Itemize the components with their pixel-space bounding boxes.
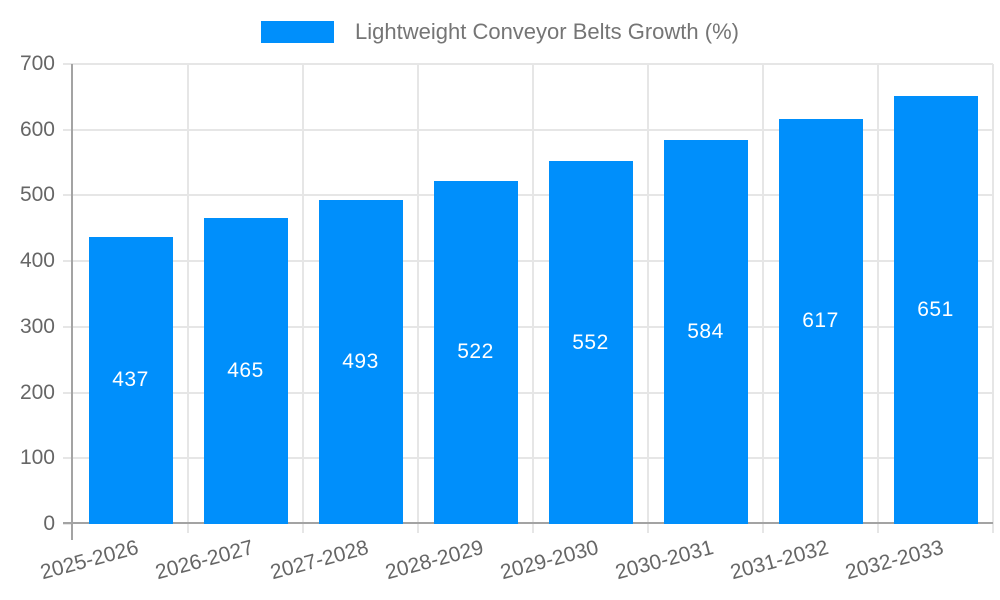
v-gridline xyxy=(877,64,879,533)
bar-2030-2031[interactable] xyxy=(663,140,748,524)
bar-value-label: 493 xyxy=(342,350,379,373)
bar-value-label: 584 xyxy=(687,320,724,344)
y-axis-tick-label: 0 xyxy=(43,512,55,535)
y-axis-tick-label: 500 xyxy=(19,183,55,207)
legend-label: Lightweight Conveyor Belts Growth (%) xyxy=(355,19,739,44)
v-gridline xyxy=(647,64,649,533)
h-gridline xyxy=(63,194,993,197)
bar-2031-2032[interactable] xyxy=(778,118,863,524)
bar-2032-2033[interactable] xyxy=(893,96,978,524)
x-axis-line xyxy=(63,522,993,524)
y-axis-tick-label: 200 xyxy=(19,380,55,404)
v-gridline xyxy=(302,64,304,533)
bar-value-label: 437 xyxy=(112,368,149,392)
h-gridline xyxy=(63,325,993,328)
legend: Lightweight Conveyor Belts Growth (%) xyxy=(0,19,1000,45)
bar-2025-2026[interactable] xyxy=(88,236,173,524)
h-gridline xyxy=(63,128,993,131)
y-axis-tick-label: 300 xyxy=(19,314,55,338)
bar-value-label: 522 xyxy=(457,340,494,364)
bar-value-label: 552 xyxy=(572,330,609,354)
y-axis-tick xyxy=(63,523,73,525)
v-gridline xyxy=(417,64,419,533)
legend-swatch-icon xyxy=(261,21,335,43)
v-gridline xyxy=(992,64,994,533)
y-axis-tick-label: 700 xyxy=(19,52,55,75)
bar-2029-2030[interactable] xyxy=(548,161,633,524)
h-gridline xyxy=(63,391,993,394)
bar-value-label: 651 xyxy=(917,298,954,322)
bar-value-label: 465 xyxy=(227,359,264,383)
v-gridline xyxy=(762,64,764,533)
h-gridline xyxy=(63,63,993,65)
y-axis-tick-label: 400 xyxy=(19,249,55,273)
h-gridline xyxy=(63,260,993,263)
h-gridline xyxy=(63,457,993,460)
v-gridline xyxy=(532,64,534,533)
y-axis-tick-label: 100 xyxy=(19,446,55,470)
bar-value-label: 617 xyxy=(802,309,839,333)
bar-2028-2029[interactable] xyxy=(433,180,518,524)
bar-2027-2028[interactable] xyxy=(318,200,403,524)
bar-2026-2027[interactable] xyxy=(203,218,288,524)
v-gridline xyxy=(187,64,189,533)
legend-item[interactable]: Lightweight Conveyor Belts Growth (%) xyxy=(261,19,739,45)
y-axis-line xyxy=(71,64,73,540)
y-axis-tick-label: 600 xyxy=(19,117,55,141)
